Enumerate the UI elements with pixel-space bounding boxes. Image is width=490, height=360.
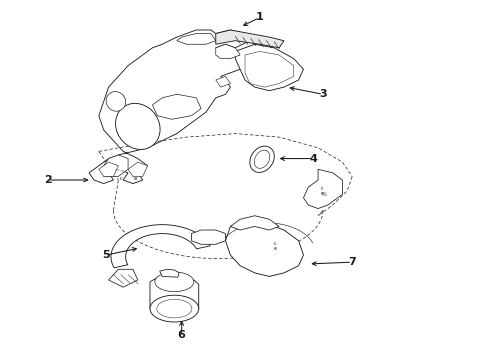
Polygon shape (192, 230, 225, 244)
Text: 2: 2 (44, 175, 51, 185)
Polygon shape (150, 276, 199, 309)
Polygon shape (89, 30, 250, 184)
Polygon shape (303, 169, 343, 208)
Polygon shape (216, 30, 284, 48)
Text: e: e (320, 191, 323, 196)
Text: 4: 4 (309, 154, 317, 163)
Text: e: e (273, 246, 276, 251)
Ellipse shape (250, 146, 274, 172)
Ellipse shape (116, 103, 160, 149)
Ellipse shape (254, 150, 270, 168)
Text: 3: 3 (319, 89, 327, 99)
Polygon shape (128, 162, 147, 176)
Polygon shape (235, 44, 303, 91)
Text: 7: 7 (348, 257, 356, 267)
Polygon shape (225, 223, 303, 276)
Polygon shape (216, 76, 230, 87)
Polygon shape (152, 94, 201, 119)
Polygon shape (230, 216, 279, 230)
Ellipse shape (150, 295, 199, 322)
Polygon shape (160, 269, 179, 277)
Ellipse shape (106, 91, 125, 111)
Polygon shape (177, 33, 216, 44)
Text: 5: 5 (102, 250, 110, 260)
Polygon shape (104, 155, 128, 176)
Ellipse shape (157, 299, 192, 318)
Text: 6: 6 (178, 330, 186, 341)
Polygon shape (216, 44, 240, 59)
Text: c: c (119, 176, 122, 181)
Text: c: c (320, 186, 323, 191)
Ellipse shape (155, 272, 194, 292)
Polygon shape (99, 162, 118, 176)
Text: e: e (134, 176, 137, 181)
Polygon shape (111, 225, 210, 268)
Text: c: c (274, 241, 277, 246)
Polygon shape (109, 269, 138, 287)
Text: 1: 1 (256, 13, 264, 22)
